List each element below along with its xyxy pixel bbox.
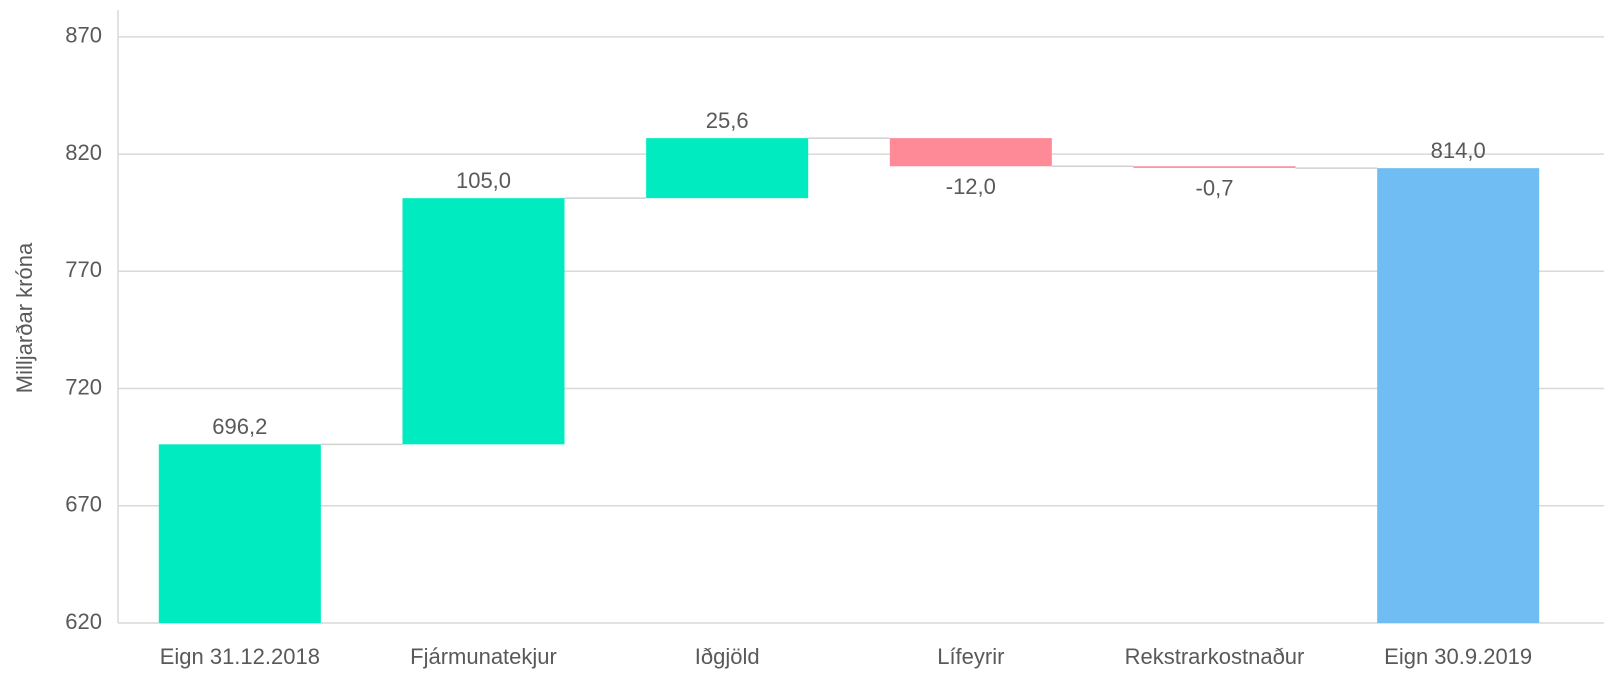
bar bbox=[646, 138, 809, 199]
bar bbox=[402, 198, 565, 445]
value-label: 696,2 bbox=[212, 414, 267, 439]
y-tick-label: 870 bbox=[65, 23, 102, 48]
x-tick-label: Eign 30.9.2019 bbox=[1384, 644, 1532, 669]
value-label: -12,0 bbox=[946, 174, 996, 199]
x-tick-label: Fjármunatekjur bbox=[410, 644, 557, 669]
y-tick-label: 770 bbox=[65, 257, 102, 282]
y-tick-label: 720 bbox=[65, 374, 102, 399]
x-tick-label: Rekstrarkostnaður bbox=[1125, 644, 1305, 669]
y-tick-label: 620 bbox=[65, 609, 102, 634]
value-label: 105,0 bbox=[456, 168, 511, 193]
y-tick-label: 670 bbox=[65, 492, 102, 517]
y-tick-label: 820 bbox=[65, 140, 102, 165]
bar bbox=[158, 444, 321, 623]
y-axis-label: Milljarðar króna bbox=[12, 242, 37, 393]
value-label: 25,6 bbox=[706, 108, 749, 133]
x-tick-label: Eign 31.12.2018 bbox=[160, 644, 320, 669]
bar bbox=[1377, 168, 1540, 623]
bar bbox=[1133, 166, 1296, 168]
value-label: 814,0 bbox=[1431, 138, 1486, 163]
x-tick-label: Lífeyrir bbox=[937, 644, 1004, 669]
value-label: -0,7 bbox=[1196, 176, 1234, 201]
x-tick-label: Iðgjöld bbox=[695, 644, 760, 669]
bar bbox=[889, 138, 1052, 167]
